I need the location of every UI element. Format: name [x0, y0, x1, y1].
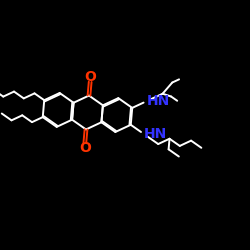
- Text: HN: HN: [146, 94, 170, 108]
- Text: O: O: [79, 141, 91, 155]
- Text: HN: HN: [144, 127, 167, 141]
- Text: O: O: [84, 70, 96, 84]
